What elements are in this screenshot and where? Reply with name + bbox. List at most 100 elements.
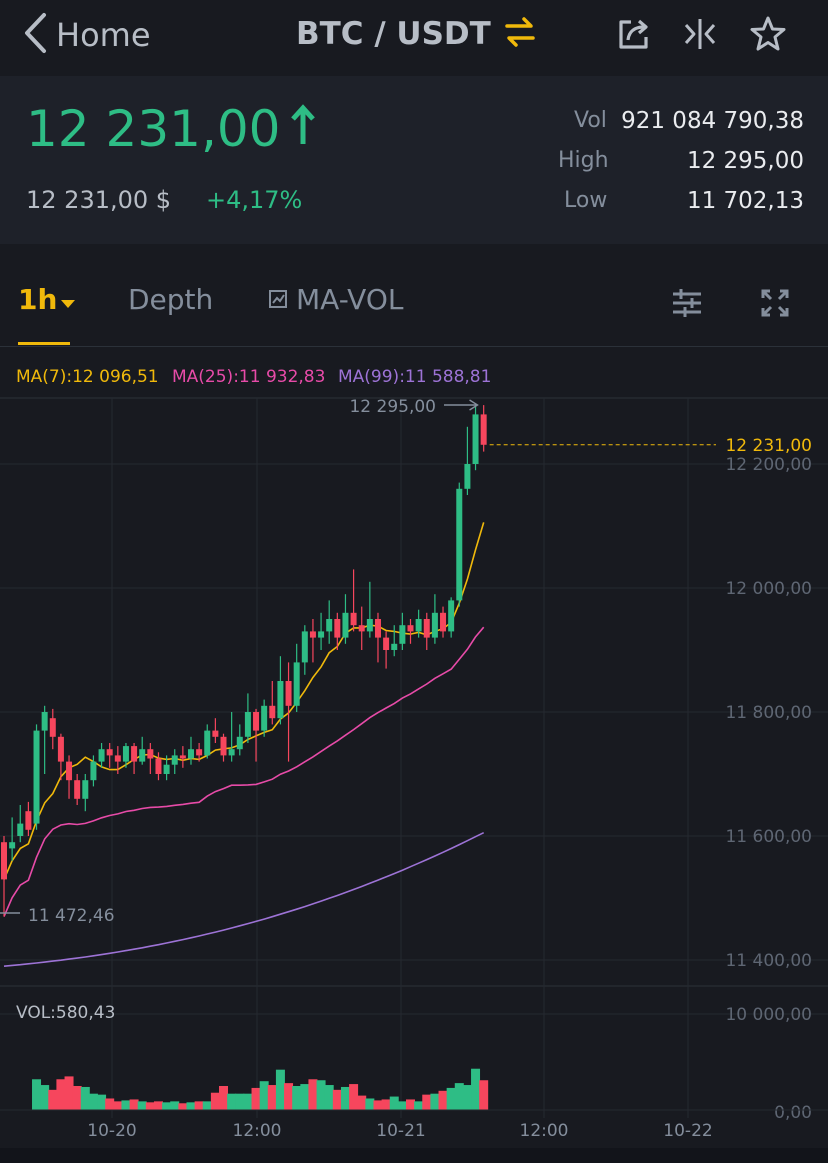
- volume-bar: [105, 1098, 115, 1110]
- volume-bar: [471, 1068, 481, 1110]
- back-label: Home: [56, 16, 151, 54]
- candle: [456, 482, 463, 607]
- stat-label-low: Low: [564, 188, 608, 213]
- volume-bar: [88, 1093, 98, 1110]
- candle: [187, 736, 194, 765]
- fullscreen-icon[interactable]: [760, 288, 790, 322]
- candle-body: [391, 643, 398, 650]
- candle: [106, 743, 113, 768]
- volume-bar: [381, 1099, 391, 1110]
- volume-bar: [162, 1102, 172, 1110]
- x-tick-label: 10-21: [376, 1121, 425, 1141]
- candle-body: [326, 619, 333, 632]
- candle: [228, 712, 235, 762]
- candle: [9, 817, 16, 861]
- candle: [139, 736, 146, 765]
- stat-value-vol: 921 084 790,38: [621, 108, 804, 134]
- tab-indicator[interactable]: MA-VOL: [268, 283, 403, 316]
- swap-icon[interactable]: [503, 15, 537, 53]
- volume-bar: [340, 1086, 350, 1110]
- star-icon[interactable]: [746, 12, 790, 56]
- candle: [472, 405, 479, 471]
- back-button[interactable]: Home: [22, 10, 172, 60]
- volume-bar: [129, 1099, 139, 1110]
- volume-bar: [300, 1084, 310, 1110]
- candle-body: [163, 764, 170, 774]
- candle: [366, 581, 373, 638]
- candle: [82, 774, 89, 812]
- volume-bar: [235, 1093, 245, 1110]
- candle-body: [480, 414, 487, 445]
- candle-body: [66, 761, 73, 781]
- candle-body: [293, 662, 300, 706]
- tab-depth[interactable]: Depth: [128, 283, 214, 316]
- volume-bar: [357, 1095, 367, 1110]
- volume-bar: [186, 1102, 196, 1110]
- candle-body: [236, 736, 243, 750]
- candle: [334, 612, 341, 650]
- volume-bar: [389, 1096, 399, 1110]
- candle-body: [106, 749, 113, 756]
- stat-label-vol: Vol: [574, 108, 607, 133]
- y-tick-label: 12 200,00: [725, 455, 812, 475]
- compare-icon[interactable]: [678, 12, 722, 56]
- ma-legend-1: MA(25):11 932,83: [172, 367, 325, 387]
- candle-body: [131, 746, 138, 762]
- tab-interval-label: 1h: [18, 283, 58, 316]
- volume-bar: [178, 1103, 188, 1110]
- volume-bar: [145, 1102, 155, 1110]
- ma-legend-2: MA(99):11 588,81: [338, 367, 491, 387]
- volume-bar: [194, 1101, 204, 1110]
- candle-body: [147, 749, 154, 759]
- volume-bar: [462, 1085, 472, 1110]
- candle: [163, 755, 170, 781]
- volume-bar: [324, 1085, 334, 1110]
- tab-interval[interactable]: 1h: [18, 283, 76, 316]
- candle-body: [261, 705, 268, 731]
- candle-body: [448, 600, 455, 632]
- candle: [204, 724, 211, 759]
- candle-body: [334, 619, 341, 638]
- volume-bar: [153, 1101, 163, 1110]
- pair-title: BTC / USDT: [296, 16, 491, 52]
- candle-body: [407, 625, 414, 632]
- candle: [131, 743, 138, 774]
- volume-bar: [227, 1093, 237, 1110]
- volume-bar: [243, 1093, 253, 1110]
- candle-body: [171, 755, 178, 765]
- bottom-bar: [0, 1148, 828, 1163]
- candle: [171, 749, 178, 774]
- candle: [309, 619, 316, 663]
- volume-bar: [406, 1099, 415, 1110]
- change-percent: +4,17%: [206, 186, 303, 214]
- candle-body: [374, 619, 381, 638]
- settings-sliders-icon[interactable]: [670, 286, 704, 324]
- candle-body: [415, 619, 422, 632]
- volume-bar: [170, 1101, 180, 1110]
- volume-label: VOL:580,43: [16, 1003, 115, 1023]
- candle: [431, 594, 438, 644]
- candle: [326, 600, 333, 644]
- candle: [41, 705, 48, 774]
- volume-bar: [121, 1100, 131, 1110]
- candle-body: [212, 730, 219, 737]
- pair-selector[interactable]: BTC / USDT: [296, 12, 537, 56]
- volume-bar: [365, 1098, 375, 1110]
- share-icon[interactable]: [612, 12, 656, 56]
- candle: [90, 755, 97, 787]
- last-price-value: 12 231,00: [26, 100, 281, 158]
- ma-legend-0: MA(7):12 096,51: [16, 367, 159, 387]
- volume-bar: [48, 1089, 58, 1110]
- ma25-line: [3, 626, 485, 917]
- stat-label-high: High: [558, 148, 609, 173]
- candle-body: [383, 637, 390, 650]
- candle: [155, 752, 162, 781]
- candle-body: [228, 749, 235, 756]
- price-chart[interactable]: MA(7):12 096,51 MA(25):11 932,83 MA(99):11…: [0, 348, 828, 1148]
- volume-bar: [259, 1081, 269, 1110]
- candle: [480, 405, 487, 452]
- volume-bar: [56, 1079, 66, 1110]
- candle: [358, 606, 365, 650]
- volume-bar: [479, 1080, 489, 1110]
- candle-body: [41, 712, 48, 731]
